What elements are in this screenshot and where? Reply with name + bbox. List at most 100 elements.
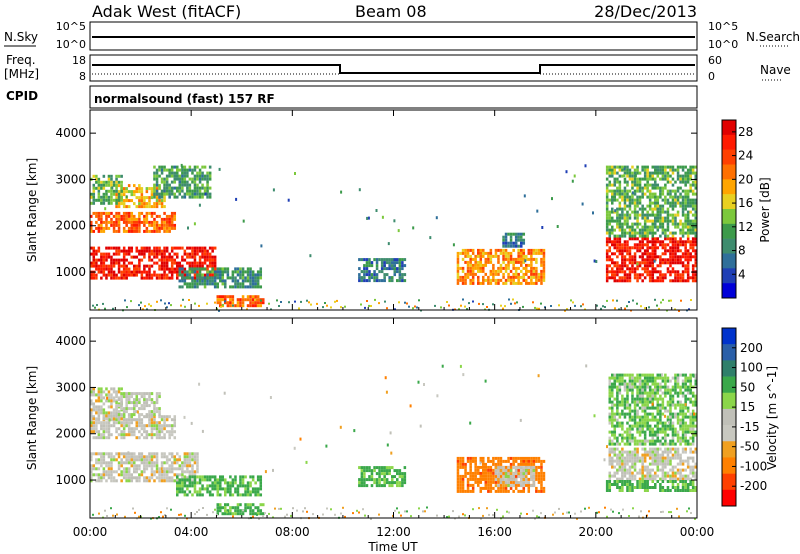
echo-cell (691, 243, 695, 247)
echo-cell (512, 466, 515, 470)
echo-cell (504, 481, 508, 485)
echo-cell (130, 427, 134, 431)
echo-cell (634, 174, 637, 178)
echo-cell (90, 192, 93, 196)
echo-cell (231, 301, 235, 305)
echo-cell (626, 231, 629, 235)
echo-cell (375, 209, 378, 212)
echo-cell (651, 453, 655, 457)
echo-cell (334, 300, 336, 303)
echo-cell (150, 430, 154, 434)
echo-cell (365, 469, 369, 473)
echo-cell (158, 273, 161, 277)
echo-cell (168, 258, 171, 262)
echo-cell (654, 165, 657, 169)
echo-cell (654, 213, 657, 217)
echo-cell (527, 477, 531, 481)
echo-cell (477, 471, 480, 475)
echo-cell (398, 261, 402, 265)
echo-cell (664, 216, 667, 220)
echo-cell (535, 272, 538, 276)
echo-cell (153, 261, 156, 265)
echo-cell (170, 267, 174, 271)
echo-cell (201, 261, 204, 265)
nsky-tick-high: 10^5 (56, 20, 86, 33)
echo-cell (479, 254, 483, 258)
echo-cell (163, 246, 166, 250)
echo-cell (383, 478, 386, 482)
echo-cell (659, 456, 662, 460)
echo-cell (469, 462, 472, 466)
echo-cell (651, 258, 655, 262)
echo-cell (522, 469, 526, 473)
echo-cell (631, 477, 634, 481)
echo-cell (633, 231, 637, 235)
echo-cell (125, 407, 128, 411)
echo-cell (127, 407, 131, 411)
echo-cell (556, 225, 559, 228)
echo-cell (178, 484, 182, 488)
echo-cell (201, 246, 204, 250)
echo-cell (143, 476, 146, 480)
echo-cell (130, 430, 134, 434)
echo-cell (479, 269, 483, 273)
echo-cell (216, 478, 220, 482)
echo-cell (203, 475, 207, 479)
echo-cell (100, 183, 103, 187)
echo-cell (170, 258, 174, 262)
echo-cell (153, 413, 156, 417)
echo-cell (651, 382, 655, 386)
echo-cell (218, 167, 221, 171)
echo-cell (391, 475, 394, 479)
echo-cell (671, 240, 675, 244)
echo-cell (661, 246, 665, 250)
echo-cell (122, 413, 126, 417)
echo-cell (198, 255, 202, 259)
echo-cell (522, 278, 526, 282)
echo-cell (671, 465, 675, 469)
echo-cell (504, 472, 508, 476)
echo-cell (611, 483, 614, 486)
echo-cell (92, 198, 96, 202)
echo-cell (512, 472, 515, 476)
power-echo-patch-11 (605, 165, 698, 238)
echo-cell (573, 174, 576, 178)
echo-cell (648, 195, 652, 199)
echo-cell (196, 273, 199, 277)
echo-cell (492, 275, 495, 279)
echo-cell (135, 427, 139, 431)
echo-cell (679, 219, 682, 223)
echo-cell (163, 226, 166, 230)
echo-cell (646, 489, 649, 492)
echo-cell (648, 486, 652, 489)
echo-cell (623, 465, 627, 469)
echo-cell (608, 270, 612, 274)
echo-cell (608, 388, 612, 392)
echo-cell (525, 472, 528, 476)
echo-cell (330, 306, 332, 309)
echo-cell (669, 192, 672, 196)
echo-cell (246, 298, 250, 302)
echo-cell (651, 468, 655, 472)
echo-cell (112, 414, 116, 418)
echo-cell (509, 484, 513, 488)
echo-cell (191, 458, 194, 462)
echo-cell (608, 483, 612, 486)
echo-cell (196, 458, 199, 462)
echo-cell (633, 192, 637, 196)
echo-cell (206, 177, 209, 181)
echo-cell (676, 394, 680, 398)
echo-cell (120, 401, 123, 405)
echo-cell (130, 395, 134, 399)
echo-cell (95, 479, 98, 483)
echo-cell (608, 474, 612, 478)
echo-cell (636, 204, 639, 208)
echo-cell (125, 461, 128, 465)
echo-cell (605, 273, 609, 277)
echo-cell (153, 183, 156, 187)
echo-cell (163, 264, 166, 268)
echo-cell (368, 466, 371, 470)
echo-cell (96, 304, 98, 306)
echo-cell (178, 270, 182, 274)
echo-cell (666, 450, 670, 454)
